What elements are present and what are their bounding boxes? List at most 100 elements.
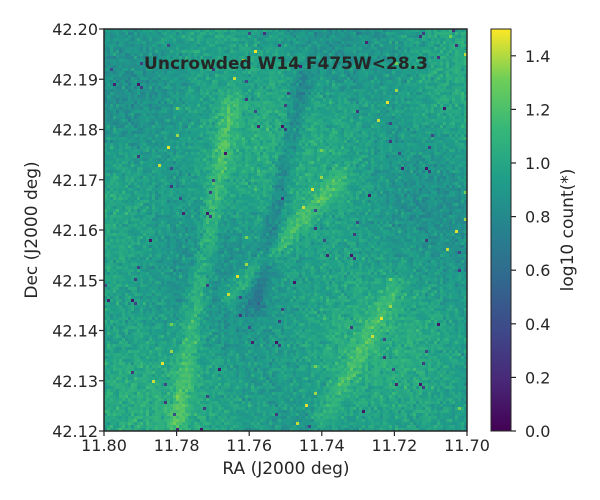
heatmap-cell	[266, 80, 270, 84]
heatmap-cell	[422, 77, 426, 81]
heatmap-cell	[308, 149, 312, 153]
heatmap-cell	[173, 59, 177, 63]
heatmap-cell	[461, 143, 465, 147]
heatmap-cell	[215, 35, 219, 39]
heatmap-cell	[173, 38, 177, 42]
heatmap-cell	[407, 68, 411, 72]
heatmap-cell	[383, 128, 387, 132]
heatmap-cell	[257, 128, 261, 132]
heatmap-cell	[404, 77, 408, 81]
heatmap-cell	[356, 149, 360, 153]
heatmap-cell	[422, 83, 426, 87]
heatmap-cell	[398, 149, 402, 153]
heatmap-cell	[332, 92, 336, 96]
heatmap-cell	[182, 50, 186, 54]
heatmap-cell	[428, 38, 432, 42]
heatmap-cell	[443, 44, 447, 48]
heatmap-cell	[152, 116, 156, 120]
heatmap-cell	[344, 68, 348, 72]
heatmap-cell	[257, 146, 261, 150]
heatmap-cell	[257, 44, 261, 48]
heatmap-cell	[386, 47, 390, 51]
heatmap-cell	[107, 107, 111, 111]
heatmap-cell	[341, 74, 345, 78]
heatmap-cell	[266, 116, 270, 120]
heatmap-cell	[242, 101, 246, 105]
heatmap-cell	[431, 53, 435, 57]
heatmap-cell	[374, 110, 378, 114]
heatmap-cell	[104, 119, 108, 123]
heatmap-cell	[266, 74, 270, 78]
heatmap-cell	[272, 113, 276, 117]
heatmap-cell	[314, 44, 318, 48]
heatmap-cell	[269, 62, 273, 66]
heatmap-cell	[455, 53, 459, 57]
heatmap-cell	[170, 89, 174, 93]
heatmap-cell	[260, 53, 264, 57]
heatmap-cell	[113, 125, 117, 129]
heatmap-cell	[350, 116, 354, 120]
heatmap-cell	[164, 140, 168, 144]
heatmap-cell	[140, 122, 144, 126]
heatmap-cell	[116, 92, 120, 96]
heatmap-cell	[125, 116, 129, 120]
heatmap-cell	[191, 80, 195, 84]
heatmap-cell	[269, 143, 273, 147]
heatmap-cell	[293, 50, 297, 54]
heatmap-cell	[119, 152, 123, 156]
heatmap-cell	[458, 32, 462, 36]
heatmap-cell	[362, 104, 366, 108]
heatmap-cell	[410, 32, 414, 36]
heatmap-cell	[233, 83, 237, 87]
heatmap-cell	[290, 50, 294, 54]
heatmap-cell	[335, 116, 339, 120]
heatmap-cell	[239, 50, 243, 54]
heatmap-cell	[272, 29, 276, 33]
heatmap-cell	[323, 131, 327, 135]
heatmap-cell	[200, 146, 204, 150]
heatmap-cell	[344, 143, 348, 147]
heatmap-cell	[398, 95, 402, 99]
heatmap-cell	[188, 146, 192, 150]
heatmap-cell	[443, 35, 447, 39]
heatmap-cell	[329, 41, 333, 45]
heatmap-cell	[443, 74, 447, 78]
heatmap-cell	[416, 125, 420, 129]
heatmap-cell	[392, 131, 396, 135]
heatmap-cell	[365, 134, 369, 138]
heatmap-cell	[371, 59, 375, 63]
heatmap-cell	[251, 62, 255, 66]
heatmap-cell	[356, 74, 360, 78]
heatmap-cell	[377, 119, 381, 123]
heatmap-cell	[437, 146, 441, 150]
heatmap-cell	[398, 125, 402, 129]
heatmap-cell	[131, 119, 135, 123]
heatmap-cell	[209, 122, 213, 126]
heatmap-cell	[161, 107, 165, 111]
heatmap-cell	[314, 146, 318, 150]
heatmap-cell	[296, 101, 300, 105]
heatmap-cell	[326, 83, 330, 87]
heatmap-cell	[323, 80, 327, 84]
heatmap-cell	[329, 137, 333, 141]
heatmap-cell	[416, 137, 420, 141]
heatmap-cell	[227, 80, 231, 84]
heatmap-cell	[419, 101, 423, 105]
heatmap-cell	[320, 71, 324, 75]
heatmap-cell	[329, 47, 333, 51]
heatmap-cell	[410, 65, 414, 69]
heatmap-cell	[194, 62, 198, 66]
heatmap-cell	[392, 65, 396, 69]
heatmap-cell	[425, 89, 429, 93]
heatmap-cell	[251, 110, 255, 114]
heatmap-cell	[293, 41, 297, 45]
heatmap-cell	[398, 86, 402, 90]
heatmap-cell	[287, 122, 291, 126]
heatmap-cell	[152, 98, 156, 102]
heatmap-cell	[212, 125, 216, 129]
heatmap-cell	[212, 59, 216, 63]
heatmap-cell	[137, 53, 141, 57]
heatmap-cell	[221, 134, 225, 138]
heatmap-cell	[257, 113, 261, 117]
heatmap-cell	[287, 110, 291, 114]
